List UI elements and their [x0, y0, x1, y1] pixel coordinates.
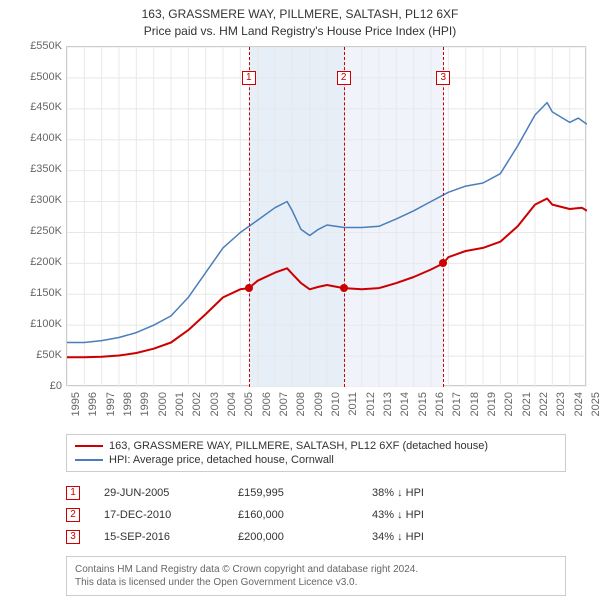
- x-tick-label: 2025: [590, 392, 600, 416]
- x-tick-label: 2017: [451, 392, 463, 416]
- x-tick-label: 2007: [278, 392, 290, 416]
- event-date: 29-JUN-2005: [104, 487, 214, 499]
- x-tick-label: 1996: [87, 392, 99, 416]
- x-tick-label: 2018: [469, 392, 481, 416]
- chart-title-block: 163, GRASSMERE WAY, PILLMERE, SALTASH, P…: [6, 6, 594, 40]
- x-tick-label: 2013: [382, 392, 394, 416]
- marker-box-1: 1: [242, 71, 256, 85]
- footer-line-1: Contains HM Land Registry data © Crown c…: [75, 563, 557, 576]
- x-tick-label: 2012: [365, 392, 377, 416]
- x-tick-label: 1999: [139, 392, 151, 416]
- x-tick-label: 2020: [503, 392, 515, 416]
- y-tick-label: £550K: [30, 40, 62, 52]
- plot-area: 1 2 3: [66, 46, 586, 386]
- x-tick-label: 2024: [573, 392, 585, 416]
- y-tick-label: £0: [50, 380, 62, 392]
- x-tick-label: 2021: [521, 392, 533, 416]
- x-axis-labels: 1995 1996 1997 1998 1999 2000 2001 2002 2003 2004…: [66, 388, 586, 428]
- x-tick-label: 2001: [174, 392, 186, 416]
- event-marker-3: 3: [66, 530, 80, 544]
- marker-line-1: [249, 47, 250, 387]
- event-date: 17-DEC-2010: [104, 509, 214, 521]
- x-tick-label: 2009: [313, 392, 325, 416]
- x-tick-label: 1995: [70, 392, 82, 416]
- sale-point: [340, 284, 348, 292]
- x-tick-label: 2004: [226, 392, 238, 416]
- title-line-2: Price paid vs. HM Land Registry's House …: [6, 23, 594, 40]
- event-delta: 34% ↓ HPI: [372, 531, 482, 543]
- x-tick-label: 2008: [295, 392, 307, 416]
- marker-line-2: [344, 47, 345, 387]
- event-delta: 38% ↓ HPI: [372, 487, 482, 499]
- x-tick-label: 2002: [191, 392, 203, 416]
- y-axis-labels: £0£50K£100K£150K£200K£250K£300K£350K£400…: [6, 46, 62, 386]
- x-tick-label: 2022: [538, 392, 550, 416]
- x-tick-label: 2005: [243, 392, 255, 416]
- event-marker-1: 1: [66, 486, 80, 500]
- legend-row-property: 163, GRASSMERE WAY, PILLMERE, SALTASH, P…: [75, 439, 557, 453]
- event-table: 1 29-JUN-2005 £159,995 38% ↓ HPI 2 17-DEC-201…: [66, 482, 594, 548]
- y-tick-label: £200K: [30, 256, 62, 268]
- legend-swatch-hpi: [75, 459, 103, 461]
- footer-line-2: This data is licensed under the Open Gov…: [75, 576, 557, 589]
- x-tick-label: 2014: [399, 392, 411, 416]
- x-tick-label: 1997: [105, 392, 117, 416]
- sale-point: [245, 284, 253, 292]
- plot-svg: [67, 47, 587, 387]
- y-tick-label: £50K: [36, 349, 62, 361]
- x-tick-label: 2006: [261, 392, 273, 416]
- y-tick-label: £100K: [30, 318, 62, 330]
- x-tick-label: 2010: [330, 392, 342, 416]
- legend-swatch-property: [75, 445, 103, 447]
- x-tick-label: 2019: [486, 392, 498, 416]
- event-price: £200,000: [238, 531, 348, 543]
- y-tick-label: £300K: [30, 194, 62, 206]
- marker-line-3: [443, 47, 444, 387]
- y-tick-label: £150K: [30, 287, 62, 299]
- event-price: £160,000: [238, 509, 348, 521]
- x-tick-label: 2016: [434, 392, 446, 416]
- x-tick-label: 1998: [122, 392, 134, 416]
- x-tick-label: 2023: [555, 392, 567, 416]
- x-tick-label: 2003: [209, 392, 221, 416]
- x-tick-label: 2011: [347, 392, 359, 416]
- event-row-1: 1 29-JUN-2005 £159,995 38% ↓ HPI: [66, 482, 594, 504]
- marker-box-2: 2: [337, 71, 351, 85]
- legend-row-hpi: HPI: Average price, detached house, Corn…: [75, 453, 557, 467]
- event-date: 15-SEP-2016: [104, 531, 214, 543]
- legend-label-property: 163, GRASSMERE WAY, PILLMERE, SALTASH, P…: [109, 440, 488, 452]
- event-price: £159,995: [238, 487, 348, 499]
- title-line-1: 163, GRASSMERE WAY, PILLMERE, SALTASH, P…: [6, 6, 594, 23]
- legend-label-hpi: HPI: Average price, detached house, Corn…: [109, 454, 334, 466]
- sale-point: [439, 259, 447, 267]
- y-tick-label: £250K: [30, 225, 62, 237]
- chart-container: £0 £50K £100K £150K £200K £250K £300K £350K £400…: [6, 46, 594, 426]
- event-row-3: 3 15-SEP-2016 £200,000 34% ↓ HPI: [66, 526, 594, 548]
- y-tick-label: £450K: [30, 101, 62, 113]
- event-delta: 43% ↓ HPI: [372, 509, 482, 521]
- y-tick-label: £400K: [30, 132, 62, 144]
- event-marker-2: 2: [66, 508, 80, 522]
- legend-box: 163, GRASSMERE WAY, PILLMERE, SALTASH, P…: [66, 434, 566, 472]
- marker-box-3: 3: [436, 71, 450, 85]
- x-tick-label: 2015: [417, 392, 429, 416]
- y-tick-label: £500K: [30, 71, 62, 83]
- event-row-2: 2 17-DEC-2010 £160,000 43% ↓ HPI: [66, 504, 594, 526]
- y-tick-label: £350K: [30, 163, 62, 175]
- x-tick-label: 2000: [157, 392, 169, 416]
